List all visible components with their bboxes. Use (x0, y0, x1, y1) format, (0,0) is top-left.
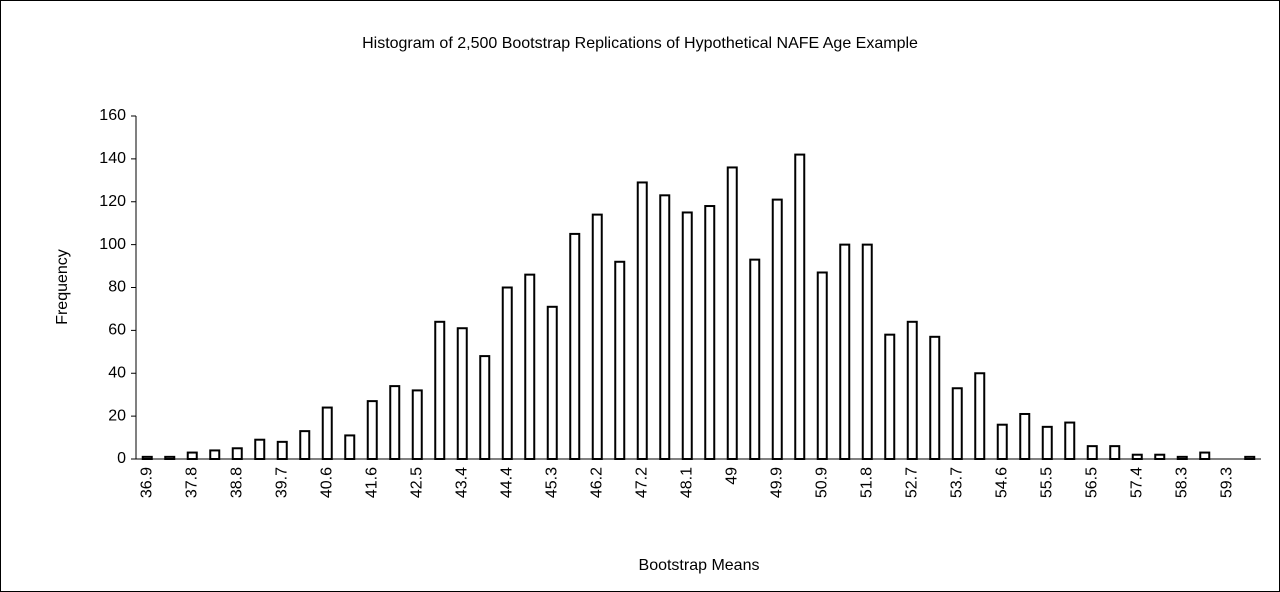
bar (164, 455, 176, 461)
bar (209, 449, 221, 460)
bar (501, 286, 513, 460)
bar (1041, 425, 1053, 460)
x-tick-label: 37.8 (183, 467, 200, 498)
bar (659, 194, 671, 460)
x-tick-label: 54.6 (993, 467, 1010, 498)
bar (794, 153, 806, 460)
x-tick-label: 52.7 (903, 467, 920, 498)
x-tick-label: 49 (723, 467, 740, 485)
bar (771, 198, 783, 460)
bar (186, 451, 198, 461)
x-tick-label: 45.3 (543, 467, 560, 498)
bar (1019, 412, 1031, 461)
x-tick-label: 36.9 (138, 467, 155, 498)
x-tick-label: 42.5 (408, 467, 425, 498)
y-tick-label: 140 (99, 150, 126, 167)
bar (861, 243, 873, 460)
bar (996, 423, 1008, 461)
bar (1086, 445, 1098, 461)
y-tick-label: 0 (117, 450, 126, 467)
bar (704, 205, 716, 460)
bar (749, 258, 761, 460)
y-tick-label: 20 (108, 407, 126, 424)
y-tick-label: 60 (108, 322, 126, 339)
x-tick-label: 53.7 (948, 467, 965, 498)
y-axis-title: Frequency (54, 249, 71, 325)
bar (321, 406, 333, 460)
bar (1199, 451, 1211, 461)
x-tick-label: 38.8 (228, 467, 245, 498)
bar (1244, 455, 1256, 461)
x-axis-title: Bootstrap Means (639, 557, 760, 574)
bar (141, 455, 153, 461)
x-tick-label: 40.6 (318, 467, 335, 498)
bar (906, 320, 918, 460)
bar (951, 387, 963, 461)
bar (1154, 453, 1166, 460)
bar (479, 355, 491, 461)
x-tick-label: 55.5 (1038, 467, 1055, 498)
y-tick-label: 120 (99, 193, 126, 210)
bar (1109, 445, 1121, 461)
bar (411, 389, 423, 460)
bar (1131, 453, 1143, 460)
bar (389, 385, 401, 460)
x-tick-label: 57.4 (1128, 467, 1145, 498)
y-tick-label: 100 (99, 236, 126, 253)
bar (884, 333, 896, 461)
bar (344, 434, 356, 461)
bar (366, 400, 378, 460)
bar (524, 273, 536, 461)
x-tick-label: 44.4 (498, 467, 515, 498)
bar (816, 271, 828, 460)
bar (614, 260, 626, 460)
bar (456, 327, 468, 461)
bar (231, 447, 243, 460)
bar (591, 213, 603, 460)
bar (434, 320, 446, 460)
bar (636, 181, 648, 461)
x-tick-label: 39.7 (273, 467, 290, 498)
bar (299, 430, 311, 461)
x-tick-label: 50.9 (813, 467, 830, 498)
bar (254, 438, 266, 460)
x-tick-label: 47.2 (633, 467, 650, 498)
bar (1176, 455, 1188, 461)
x-tick-label: 43.4 (453, 467, 470, 498)
bar (1064, 421, 1076, 460)
y-tick-label: 160 (99, 107, 126, 124)
bar (569, 232, 581, 460)
x-tick-label: 56.5 (1083, 467, 1100, 498)
y-tick-label: 40 (108, 364, 126, 381)
bar (276, 440, 288, 461)
bar (974, 372, 986, 460)
x-tick-label: 41.6 (363, 467, 380, 498)
bar (726, 166, 738, 460)
bar (681, 211, 693, 460)
bar (929, 335, 941, 460)
x-tick-label: 58.3 (1173, 467, 1190, 498)
chart-title: Histogram of 2,500 Bootstrap Replication… (362, 35, 918, 52)
x-tick-label: 48.1 (678, 467, 695, 498)
x-tick-label: 51.8 (858, 467, 875, 498)
bar (839, 243, 851, 460)
x-tick-label: 59.3 (1218, 467, 1235, 498)
x-tick-label: 46.2 (588, 467, 605, 498)
x-tick-label: 49.9 (768, 467, 785, 498)
y-tick-label: 80 (108, 279, 126, 296)
bar (546, 305, 558, 461)
